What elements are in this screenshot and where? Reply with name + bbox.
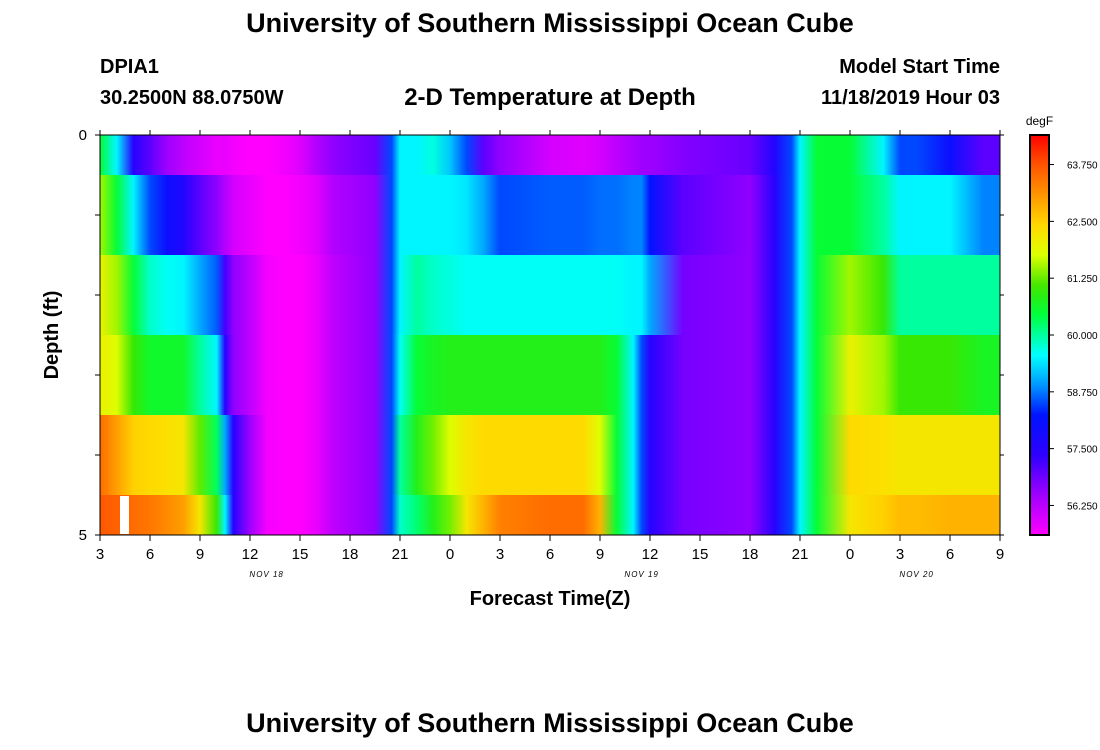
x-tick-label: 18	[342, 546, 359, 563]
heatmap-depth-layer	[100, 335, 1000, 415]
x-tick-label: 21	[792, 546, 809, 563]
colorbar-tick-label: 57.500	[1067, 445, 1098, 456]
x-tick-label: 9	[996, 546, 1004, 563]
heatmap-depth-layer	[100, 135, 1000, 175]
colorbar-tick-label: 58.750	[1067, 388, 1098, 399]
x-tick-label: 0	[846, 546, 854, 563]
top-title: University of Southern Mississippi Ocean…	[246, 8, 854, 38]
x-tick-label: 9	[196, 546, 204, 563]
chart-title: 2-D Temperature at Depth	[404, 84, 696, 111]
heatmap-depth-layer	[100, 415, 1000, 495]
colorbar-tick-label: 63.750	[1067, 161, 1098, 172]
x-tick-label: 15	[292, 546, 309, 563]
colorbar-unit: degF	[1026, 114, 1053, 128]
date-label: NOV 19	[624, 570, 658, 579]
x-tick-label: 12	[242, 546, 259, 563]
x-tick-label: 18	[742, 546, 759, 563]
x-tick-label: 15	[692, 546, 709, 563]
x-tick-label: 3	[896, 546, 904, 563]
x-tick-label: 21	[392, 546, 409, 563]
x-tick-label: 3	[496, 546, 504, 563]
colorbar-tick-label: 62.500	[1067, 217, 1098, 228]
y-tick-label: 0	[79, 127, 87, 144]
x-tick-label: 3	[96, 546, 104, 563]
x-tick-label: 6	[946, 546, 954, 563]
bottom-title: University of Southern Mississippi Ocean…	[246, 708, 854, 738]
x-axis-label: Forecast Time(Z)	[470, 588, 631, 610]
x-tick-label: 6	[546, 546, 554, 563]
x-tick-label: 9	[596, 546, 604, 563]
station-coordinates: 30.2500N 88.0750W	[100, 87, 284, 109]
current-time-marker	[120, 496, 129, 534]
model-start-time: 11/18/2019 Hour 03	[820, 87, 1000, 109]
model-start-label: Model Start Time	[839, 56, 1000, 78]
station-id: DPIA1	[100, 56, 159, 78]
heatmap-depth-layer	[100, 255, 1000, 335]
heatmap-depth-layer	[100, 495, 1000, 535]
colorbar-tick-label: 60.000	[1067, 331, 1098, 342]
date-label: NOV 18	[249, 570, 283, 579]
x-tick-label: 12	[642, 546, 659, 563]
colorbar-tick-label: 61.250	[1067, 274, 1098, 285]
x-tick-label: 6	[146, 546, 154, 563]
y-tick-label: 5	[79, 527, 87, 544]
y-axis-label: Depth (ft)	[41, 291, 63, 380]
x-tick-label: 0	[446, 546, 454, 563]
colorbar-gradient	[1029, 134, 1050, 536]
date-label: NOV 20	[899, 570, 933, 579]
heatmap-depth-layer	[100, 175, 1000, 255]
colorbar-tick-label: 56.250	[1067, 501, 1098, 512]
